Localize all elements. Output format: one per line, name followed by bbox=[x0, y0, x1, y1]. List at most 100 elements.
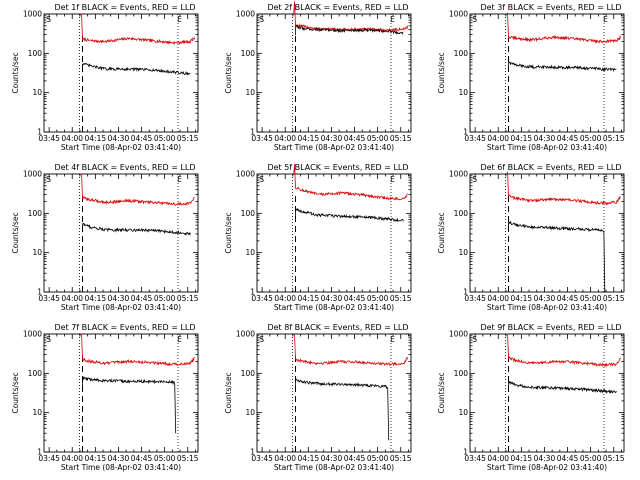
events-series-line bbox=[295, 378, 390, 441]
y-tick-label: 1 bbox=[463, 288, 468, 297]
x-tick-label: 03:45 bbox=[464, 134, 486, 143]
detector-panel-2: Det 2f BLACK = Events, RED = LLD 1 10 100 10… bbox=[213, 0, 426, 160]
lld-series-line bbox=[293, 333, 408, 367]
events-series-line bbox=[295, 25, 404, 36]
x-tick-label: 04:15 bbox=[298, 454, 320, 463]
end-marker-label: E bbox=[390, 175, 395, 184]
y-axis-label: Counts/sec bbox=[11, 372, 20, 413]
x-tick-label: 04:15 bbox=[511, 294, 533, 303]
y-axis-label: Counts/sec bbox=[437, 52, 446, 93]
start-marker-label: S bbox=[259, 15, 264, 24]
x-tick-label: 05:00 bbox=[367, 454, 389, 463]
lld-series-line bbox=[80, 333, 195, 367]
x-tick-label: 04:30 bbox=[108, 454, 130, 463]
start-marker-label: S bbox=[259, 175, 264, 184]
x-tick-label: 04:45 bbox=[344, 294, 366, 303]
x-tick-label: 04:15 bbox=[298, 134, 320, 143]
x-tick-label: 04:30 bbox=[321, 134, 343, 143]
end-marker-label: E bbox=[177, 335, 182, 344]
y-tick-label: 100 bbox=[28, 369, 43, 378]
x-tick-label: 04:45 bbox=[557, 294, 579, 303]
events-series-line bbox=[295, 207, 404, 223]
x-axis-label: Start Time (08-Apr-02 03:41:40) bbox=[487, 143, 607, 152]
start-marker-label: S bbox=[472, 335, 477, 344]
chart-svg-6: Det 6f BLACK = Events, RED = LLD 1 10 100 10… bbox=[437, 163, 625, 312]
y-tick-label: 10 bbox=[32, 88, 42, 97]
x-tick-label: 04:30 bbox=[108, 134, 130, 143]
x-tick-label: 05:15 bbox=[177, 294, 199, 303]
events-series-line bbox=[508, 380, 617, 395]
start-marker-label: S bbox=[472, 175, 477, 184]
plot-frame bbox=[469, 173, 625, 293]
lld-series-line bbox=[506, 171, 621, 206]
detector-panel-8: Det 8f BLACK = Events, RED = LLD 1 10 100 10… bbox=[213, 320, 426, 480]
y-tick-label: 1000 bbox=[449, 10, 468, 19]
chart-svg-1: Det 1f BLACK = Events, RED = LLD 1 10 100 10… bbox=[11, 3, 199, 152]
y-tick-label: 1 bbox=[250, 128, 255, 137]
x-tick-label: 04:30 bbox=[534, 134, 556, 143]
y-tick-label: 1000 bbox=[449, 330, 468, 339]
detector-panel-4: Det 4f BLACK = Events, RED = LLD 1 10 100 10… bbox=[0, 160, 213, 320]
events-series-line bbox=[508, 220, 606, 293]
x-tick-label: 05:15 bbox=[603, 454, 625, 463]
x-tick-label: 04:00 bbox=[487, 294, 509, 303]
y-tick-label: 1000 bbox=[23, 10, 42, 19]
x-tick-label: 05:00 bbox=[580, 134, 602, 143]
y-tick-label: 10 bbox=[458, 248, 468, 257]
x-tick-label: 03:45 bbox=[464, 454, 486, 463]
detector-panel-1: Det 1f BLACK = Events, RED = LLD 1 10 100 10… bbox=[0, 0, 213, 160]
start-marker-label: S bbox=[472, 15, 477, 24]
y-axis-label: Counts/sec bbox=[224, 212, 233, 253]
plot-frame bbox=[469, 13, 625, 133]
x-tick-label: 05:15 bbox=[390, 134, 412, 143]
y-tick-label: 100 bbox=[241, 49, 256, 58]
y-tick-label: 10 bbox=[458, 88, 468, 97]
detector-panel-7: Det 7f BLACK = Events, RED = LLD 1 10 100 10… bbox=[0, 320, 213, 480]
x-tick-label: 05:00 bbox=[367, 294, 389, 303]
x-tick-label: 03:45 bbox=[38, 454, 60, 463]
start-marker-label: S bbox=[259, 335, 264, 344]
x-tick-label: 04:45 bbox=[557, 454, 579, 463]
start-marker-label: S bbox=[46, 335, 51, 344]
y-tick-label: 100 bbox=[28, 209, 43, 218]
plot-frame bbox=[43, 333, 199, 453]
x-tick-label: 04:45 bbox=[344, 134, 366, 143]
chart-svg-7: Det 7f BLACK = Events, RED = LLD 1 10 100 10… bbox=[11, 323, 199, 472]
chart-title: Det 1f BLACK = Events, RED = LLD bbox=[54, 3, 195, 12]
x-axis-label: Start Time (08-Apr-02 03:41:40) bbox=[274, 463, 394, 472]
y-tick-label: 100 bbox=[454, 369, 469, 378]
x-tick-label: 04:15 bbox=[85, 134, 107, 143]
end-marker-label: E bbox=[390, 15, 395, 24]
plot-frame bbox=[256, 13, 412, 133]
x-tick-label: 04:30 bbox=[534, 454, 556, 463]
chart-title: Det 6f BLACK = Events, RED = LLD bbox=[480, 163, 621, 172]
start-marker-label: S bbox=[46, 175, 51, 184]
x-tick-label: 05:00 bbox=[154, 134, 176, 143]
x-tick-label: 04:00 bbox=[61, 454, 83, 463]
plot-frame bbox=[256, 333, 412, 453]
x-tick-label: 04:30 bbox=[321, 294, 343, 303]
x-tick-label: 03:45 bbox=[464, 294, 486, 303]
y-tick-label: 10 bbox=[245, 88, 255, 97]
chart-svg-3: Det 3f BLACK = Events, RED = LLD 1 10 100 10… bbox=[437, 3, 625, 152]
y-tick-label: 100 bbox=[454, 209, 469, 218]
y-tick-label: 1 bbox=[463, 448, 468, 457]
lld-series-line bbox=[80, 13, 195, 46]
x-tick-label: 05:15 bbox=[603, 294, 625, 303]
chart-svg-2: Det 2f BLACK = Events, RED = LLD 1 10 100 10… bbox=[224, 1, 412, 152]
x-tick-label: 05:15 bbox=[603, 134, 625, 143]
plot-frame bbox=[256, 173, 412, 293]
y-tick-label: 1000 bbox=[23, 170, 42, 179]
chart-title: Det 7f BLACK = Events, RED = LLD bbox=[54, 323, 195, 332]
x-axis-label: Start Time (08-Apr-02 03:41:40) bbox=[61, 143, 181, 152]
x-tick-label: 05:00 bbox=[580, 294, 602, 303]
x-axis-label: Start Time (08-Apr-02 03:41:40) bbox=[61, 303, 181, 312]
x-tick-label: 03:45 bbox=[38, 294, 60, 303]
y-tick-label: 10 bbox=[32, 408, 42, 417]
x-tick-label: 04:45 bbox=[131, 134, 153, 143]
x-tick-label: 04:45 bbox=[344, 454, 366, 463]
x-tick-label: 04:30 bbox=[108, 294, 130, 303]
chart-title: Det 5f BLACK = Events, RED = LLD bbox=[267, 163, 408, 172]
y-axis-label: Counts/sec bbox=[224, 52, 233, 93]
